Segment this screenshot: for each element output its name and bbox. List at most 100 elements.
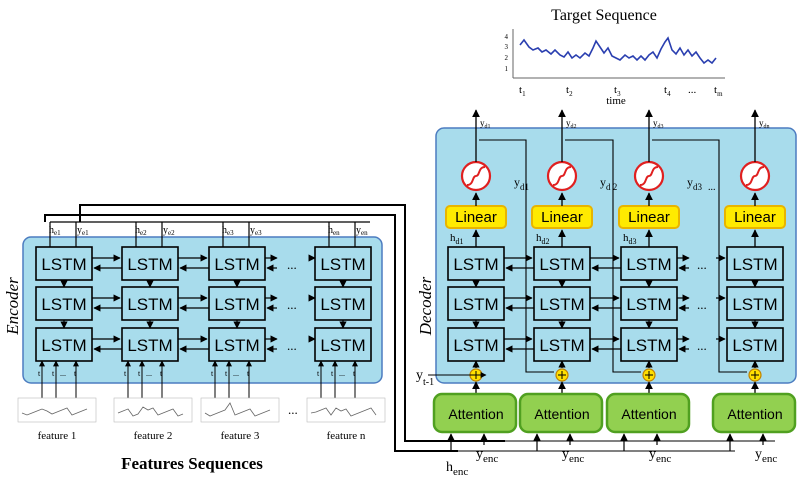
encoder-input-tick: ... <box>146 369 152 378</box>
y-enc-label: yenc <box>649 447 671 465</box>
time-tick-label: t3 <box>614 84 621 98</box>
encoder-lstm-label: LSTM <box>127 295 172 314</box>
decoder-hidden-label: hd3 <box>623 232 637 246</box>
encoder-input-tick: t <box>225 369 228 378</box>
encoder-input-tick: t <box>52 369 55 378</box>
time-tick-label: t1 <box>519 84 526 98</box>
h-enc-label: henc <box>446 460 468 478</box>
decoder-lstm-cell <box>726 286 784 321</box>
feature-sequence-thumbnail <box>200 397 280 423</box>
feature-label: feature 2 <box>134 430 173 442</box>
encoder-input-tick: t <box>353 369 356 378</box>
encoder-input-tick: ... <box>339 369 345 378</box>
decoder-lstm-label: LSTM <box>626 336 671 355</box>
encoder-lstm-cell <box>314 286 372 321</box>
encoder-ellipsis: ... <box>287 257 297 272</box>
decoder-ellipsis: ... <box>697 338 707 353</box>
linear-label: Linear <box>541 209 583 226</box>
feature-series-line <box>21 407 88 416</box>
encoder-ellipsis: ... <box>287 338 297 353</box>
decoder-output-label: yd1 <box>480 118 491 130</box>
encoder-lstm-label: LSTM <box>41 336 86 355</box>
time-tick-label: ... <box>688 84 697 96</box>
encoder-hidden-output: he3 <box>222 225 234 237</box>
encoder-lstm-cell <box>121 286 179 321</box>
decoder-output-label: yd2 <box>566 118 577 130</box>
decoder-feedback-label: yd 2 <box>600 175 617 192</box>
encoder-block <box>22 236 383 384</box>
encoder-lstm-label: LSTM <box>320 295 365 314</box>
decoder-side-ellipsis: ... <box>708 182 716 193</box>
attention-module <box>518 392 604 434</box>
encoder-state-connector <box>44 214 458 452</box>
features-sequences-title: Features Sequences <box>121 454 263 473</box>
features-ellipsis: ... <box>288 402 298 417</box>
decoder-lstm-label: LSTM <box>453 336 498 355</box>
decoder-lstm-label: LSTM <box>626 255 671 274</box>
y-tick-label: 2 <box>505 54 509 62</box>
encoder-lstm-label: LSTM <box>127 336 172 355</box>
encoder-lstm-cell <box>208 327 266 362</box>
linear-label: Linear <box>734 209 776 226</box>
decoder-lstm-cell <box>726 327 784 362</box>
attention-module <box>432 392 518 434</box>
encoder-input-tick: t <box>38 369 41 378</box>
y-tick-label: 1 <box>505 65 509 73</box>
decoder-feedback-label: yd3 <box>687 175 703 192</box>
decoder-lstm-cell <box>620 327 678 362</box>
encoder-hidden-output: he2 <box>135 225 147 237</box>
decoder-lstm-cell <box>447 327 505 362</box>
encoder-lstm-label: LSTM <box>214 336 259 355</box>
feature-label: feature n <box>327 430 366 442</box>
encoder-lstm-label: LSTM <box>41 255 86 274</box>
feature-series-line <box>117 406 184 417</box>
decoder-lstm-label: LSTM <box>539 336 584 355</box>
encoder-input-tick: t <box>138 369 141 378</box>
encoder-input-tick: t <box>160 369 163 378</box>
encoder-input-tick: ... <box>233 369 239 378</box>
encoder-lstm-label: LSTM <box>320 336 365 355</box>
time-tick-label: t2 <box>566 84 573 98</box>
y-tick-label: 4 <box>505 33 509 41</box>
linear-label: Linear <box>455 209 497 226</box>
y-enc-label: yenc <box>476 447 498 465</box>
encoder-lstm-cell <box>121 246 179 281</box>
attention-label: Attention <box>727 406 782 422</box>
encoder-input-tick: t <box>74 369 77 378</box>
target-plot: 4 3 2 1 t1 t2 t3 t4... tm time <box>505 29 725 107</box>
linear-label: Linear <box>628 209 670 226</box>
decoder-lstm-label: LSTM <box>539 295 584 314</box>
prev-output-label: yt-1 <box>416 368 434 388</box>
feature-sequence-thumbnail <box>306 397 386 423</box>
attention-module <box>711 392 797 434</box>
decoder-lstm-label: LSTM <box>732 295 777 314</box>
encoder-lstm-label: LSTM <box>320 255 365 274</box>
encoder-lstm-cell <box>314 246 372 281</box>
decoder-lstm-label: LSTM <box>626 295 671 314</box>
encoder-input-tick: ... <box>60 369 66 378</box>
decoder-lstm-label: LSTM <box>539 255 584 274</box>
feature-label: feature 1 <box>38 430 77 442</box>
attention-label: Attention <box>621 406 676 422</box>
encoder-input-tick: t <box>317 369 320 378</box>
feature-sequence-thumbnail <box>17 397 97 423</box>
attention-label: Attention <box>534 406 589 422</box>
decoder-ellipsis: ... <box>697 257 707 272</box>
encoder-lstm-label: LSTM <box>127 255 172 274</box>
decoder-feedback-label: yd1 <box>514 175 529 192</box>
y-enc-label: yenc <box>562 447 584 465</box>
decoder-lstm-label: LSTM <box>732 336 777 355</box>
feature-series-line <box>310 407 377 417</box>
decoder-lstm-label: LSTM <box>453 255 498 274</box>
time-tick-label: t4 <box>664 84 671 98</box>
attention-module <box>605 392 691 434</box>
encoder-input-tick: t <box>331 369 334 378</box>
encoder-lstm-cell <box>314 327 372 362</box>
y-enc-label: yenc <box>755 447 777 465</box>
feature-label: feature 3 <box>221 430 260 442</box>
attention-label: Attention <box>448 406 503 422</box>
encoder-output: ye1 <box>77 225 89 237</box>
decoder-hidden-label: hd2 <box>536 232 550 246</box>
decoder-output-label: yd3 <box>653 118 664 130</box>
